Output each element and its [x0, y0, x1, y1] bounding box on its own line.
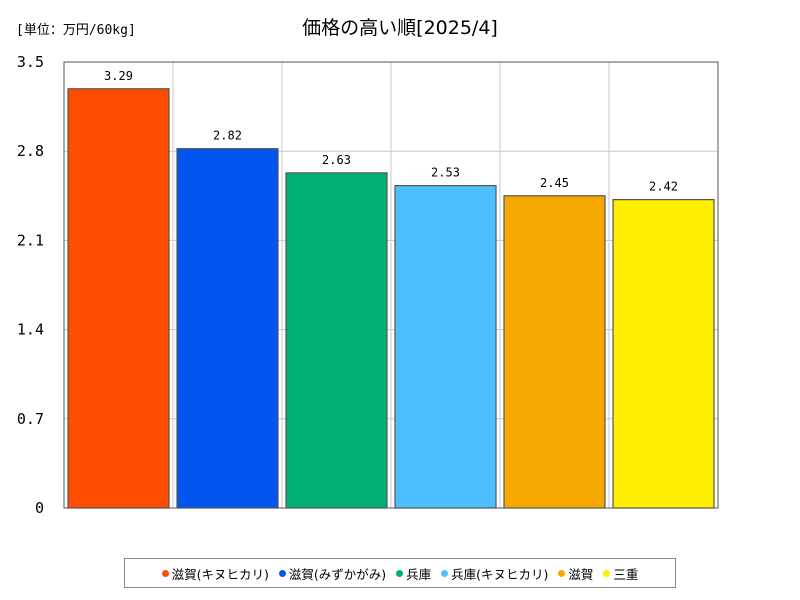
- legend-label: 滋賀(みずかがみ): [288, 566, 387, 582]
- data-label: 3.29: [104, 69, 133, 83]
- data-label: 2.45: [540, 176, 569, 190]
- legend-item: 滋賀(キヌヒカリ): [161, 564, 269, 583]
- y-tick-label: 3.5: [17, 53, 44, 71]
- legend-marker: [396, 569, 404, 577]
- bar: [503, 195, 606, 509]
- legend-marker: [441, 569, 449, 577]
- y-tick-label: 2.8: [17, 142, 44, 160]
- bars: [67, 88, 715, 509]
- y-tick-label: 0.7: [17, 410, 44, 428]
- data-label: 2.63: [322, 153, 351, 167]
- legend-item: 三重: [603, 564, 638, 583]
- legend-label: 三重: [613, 566, 639, 582]
- bar: [285, 172, 388, 509]
- legend-label: 兵庫(キヌヒカリ): [451, 566, 549, 582]
- y-axis-ticks: 0 0.7 1.4 2.1 2.8 3.5: [17, 53, 44, 517]
- bar: [176, 148, 279, 509]
- chart-title: 価格の高い順[2025/4]: [302, 17, 498, 39]
- legend-marker: [558, 569, 566, 577]
- unit-label: [単位：万円/60kg]: [16, 22, 136, 38]
- legend-item: 兵庫: [396, 564, 431, 583]
- y-tick-label: 0: [35, 499, 44, 517]
- legend-marker: [278, 569, 286, 577]
- y-tick-label: 1.4: [17, 321, 44, 339]
- legend: 滋賀(キヌヒカリ) 滋賀(みずかがみ) 兵庫 兵庫(キヌヒカリ) 滋賀 三重: [124, 558, 676, 588]
- legend-label: 兵庫: [406, 566, 432, 582]
- data-label: 2.42: [649, 180, 678, 194]
- data-label: 2.53: [431, 166, 460, 180]
- grid: [64, 62, 718, 508]
- bar: [67, 88, 170, 509]
- bar: [394, 185, 497, 509]
- legend-item: 兵庫(キヌヒカリ): [441, 564, 548, 583]
- legend-marker: [161, 569, 169, 577]
- legend-marker: [603, 569, 611, 577]
- data-labels: 3.29 2.82 2.63 2.53 2.45 2.42: [104, 69, 678, 194]
- legend-label: 滋賀(キヌヒカリ): [171, 566, 269, 582]
- legend-item: 滋賀(みずかがみ): [278, 564, 387, 583]
- plot-frame: [63, 61, 719, 509]
- y-tick-label: 2.1: [17, 231, 44, 249]
- bar: [612, 199, 715, 509]
- data-label: 2.82: [213, 129, 242, 143]
- legend-item: 滋賀: [558, 564, 593, 583]
- legend-label: 滋賀: [568, 566, 594, 582]
